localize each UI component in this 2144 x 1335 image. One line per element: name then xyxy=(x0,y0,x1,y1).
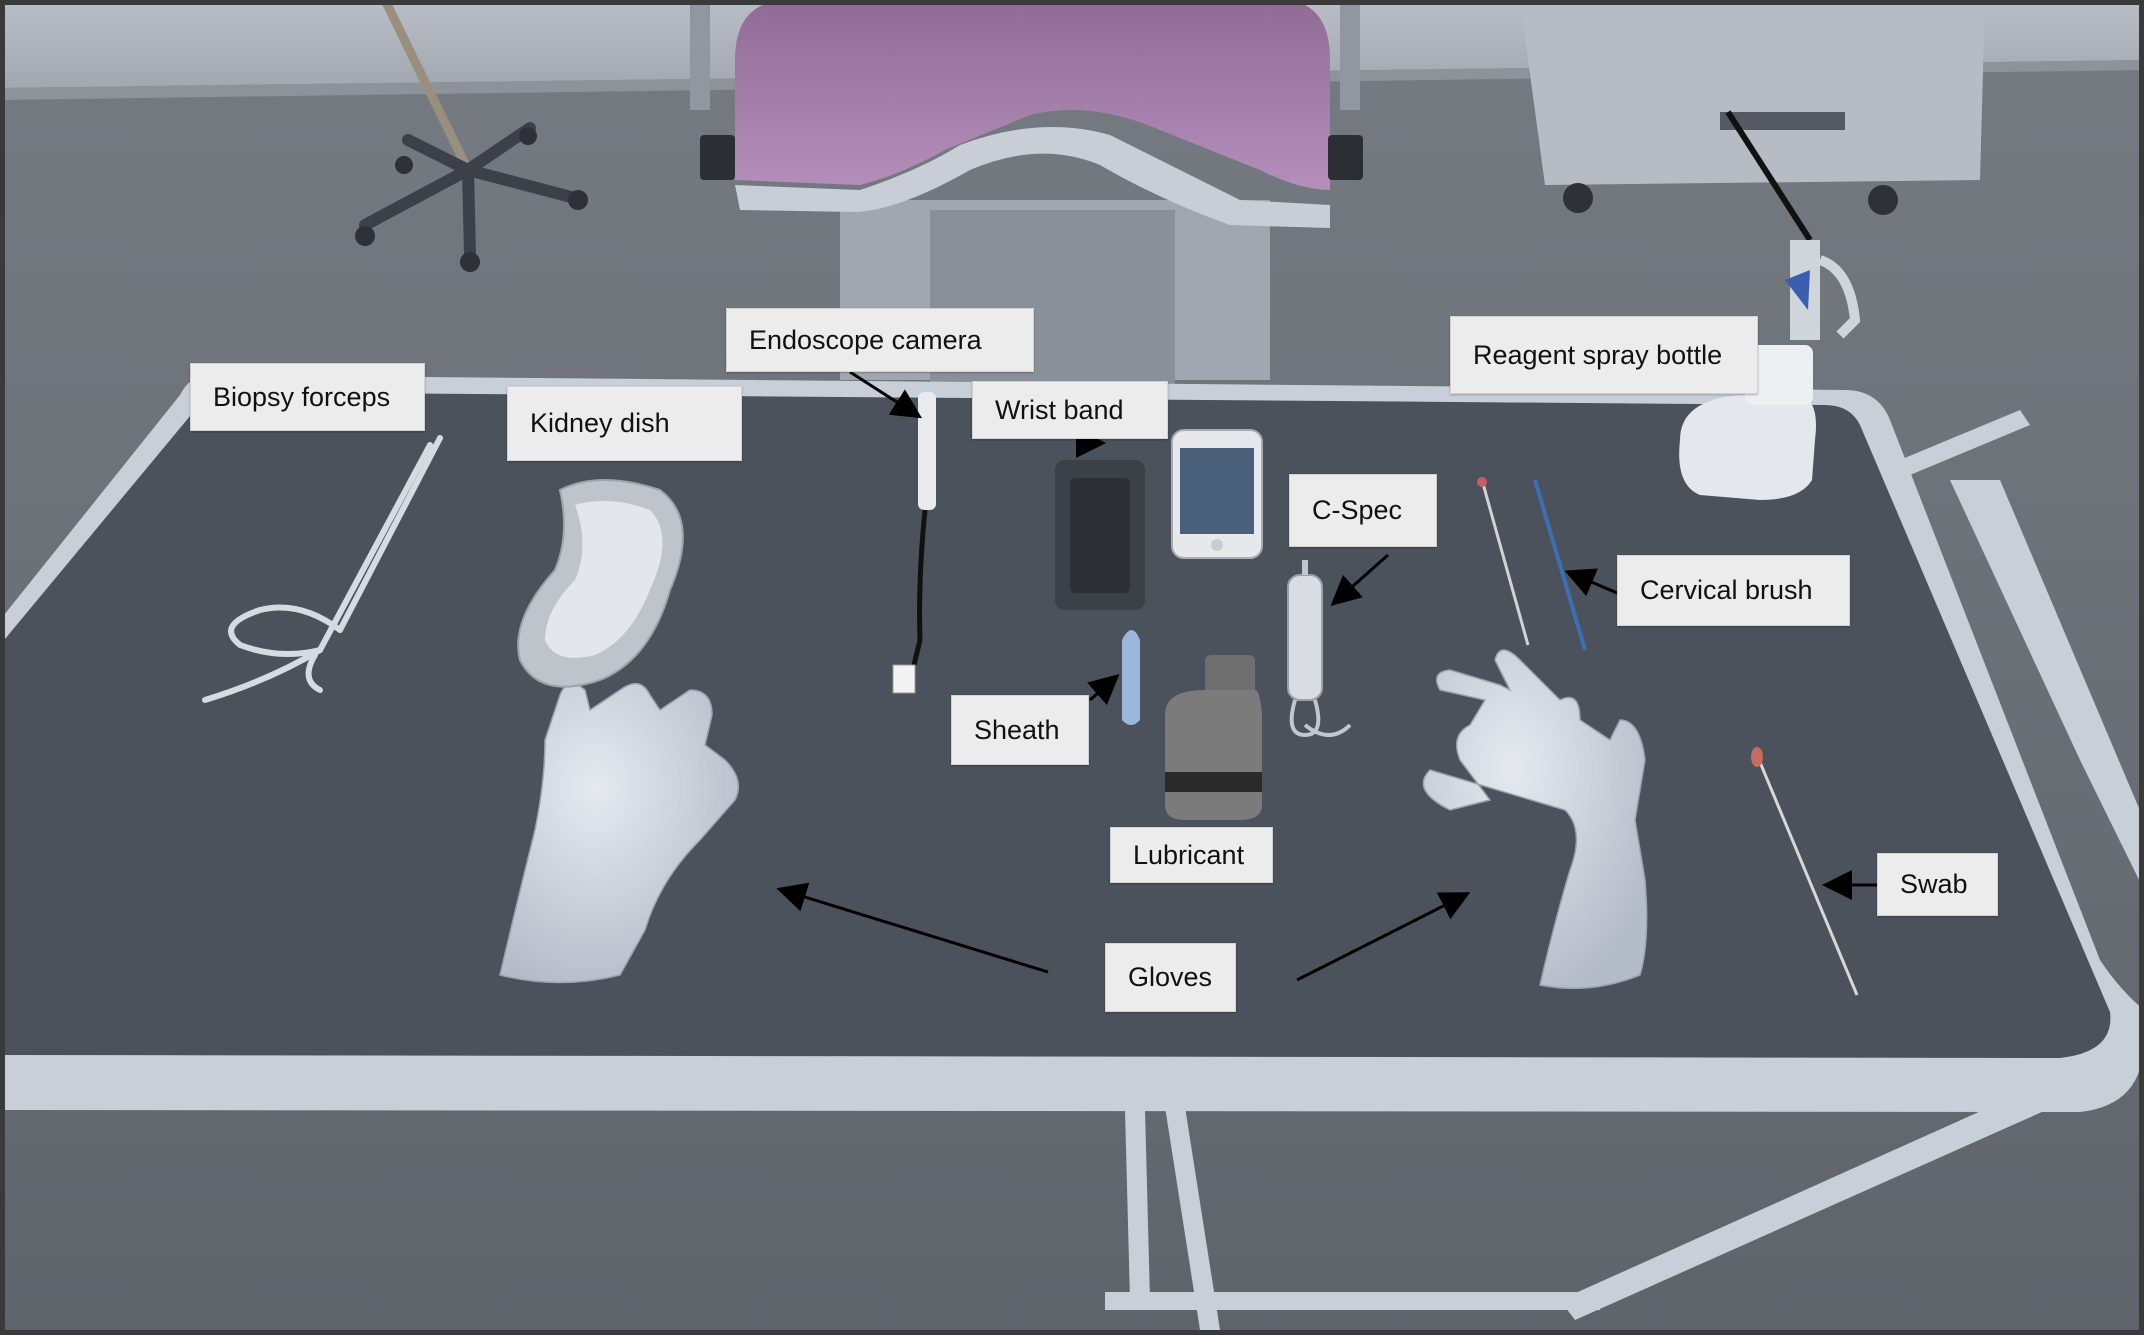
cabinet xyxy=(1520,0,1985,242)
label-sheath: Sheath xyxy=(951,695,1089,765)
wrist-band-3d xyxy=(1055,460,1145,610)
arrow-c-spec xyxy=(1330,553,1389,606)
label-endoscope-camera: Endoscope camera xyxy=(726,308,1034,372)
label-kidney-dish: Kidney dish xyxy=(507,386,742,461)
sheath-3d xyxy=(1122,630,1140,725)
label-wrist-band: Wrist band xyxy=(972,381,1168,439)
annotation-arrows xyxy=(776,370,1878,982)
cervical-brush-3d xyxy=(1533,479,1587,651)
arrow-gloves-left xyxy=(776,882,1049,974)
label-biopsy-forceps: Biopsy forceps xyxy=(190,363,425,431)
endoscope-camera-3d xyxy=(892,392,936,694)
label-swab: Swab xyxy=(1877,853,1998,916)
iv-stand xyxy=(359,0,581,261)
arrow-cervical-brush xyxy=(1564,568,1623,597)
c-spec-3d xyxy=(1287,560,1352,738)
label-c-spec: C-Spec xyxy=(1289,474,1437,547)
arrow-sheath xyxy=(1087,674,1120,706)
reagent-spray-bottle-3d xyxy=(1679,240,1861,500)
arrow-gloves-right xyxy=(1296,892,1471,982)
gloves-3d xyxy=(499,649,1648,990)
label-reagent-spray-bottle: Reagent spray bottle xyxy=(1450,316,1758,394)
arrow-endoscope-camera xyxy=(849,370,923,419)
kidney-dish-3d xyxy=(517,479,684,688)
stick-3d xyxy=(1480,479,1530,646)
swab-3d xyxy=(1755,754,1859,996)
label-lubricant: Lubricant xyxy=(1110,827,1273,883)
label-gloves: Gloves xyxy=(1105,943,1236,1012)
phone-3d xyxy=(1171,429,1263,559)
label-cervical-brush: Cervical brush xyxy=(1617,555,1850,626)
biopsy-forceps-3d xyxy=(202,435,443,703)
lubricant-3d xyxy=(1165,655,1262,820)
